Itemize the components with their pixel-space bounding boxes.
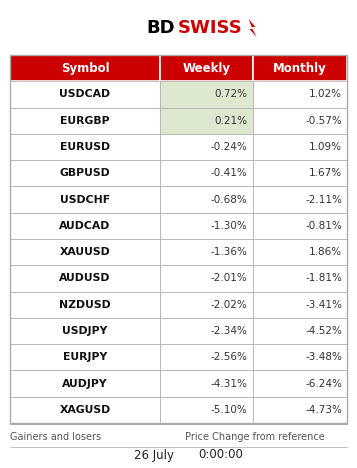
Bar (253, 371, 347, 397)
Text: 0:00:00: 0:00:00 (198, 448, 243, 461)
Text: -2.02%: -2.02% (211, 300, 248, 310)
Bar (10, 160, 160, 186)
Bar (10, 344, 160, 371)
Text: 1.02%: 1.02% (309, 89, 342, 99)
Bar (10, 318, 160, 344)
Bar (160, 318, 253, 344)
Bar (10, 213, 160, 239)
Bar (160, 134, 253, 160)
Bar (253, 265, 347, 292)
Text: -2.34%: -2.34% (211, 326, 248, 336)
Bar (253, 55, 347, 81)
Bar (160, 81, 253, 108)
Text: SWISS: SWISS (177, 19, 242, 37)
Text: -4.73%: -4.73% (305, 405, 342, 415)
Bar (160, 55, 253, 81)
Text: -0.57%: -0.57% (305, 116, 342, 126)
Text: EURGBP: EURGBP (60, 116, 110, 126)
Text: -4.52%: -4.52% (305, 326, 342, 336)
Text: -2.56%: -2.56% (211, 352, 248, 362)
Text: 1.86%: 1.86% (309, 247, 342, 257)
Text: XAUUSD: XAUUSD (60, 247, 110, 257)
Text: 1.09%: 1.09% (309, 142, 342, 152)
Text: USDJPY: USDJPY (62, 326, 108, 336)
Text: -3.48%: -3.48% (305, 352, 342, 362)
Text: GBPUSD: GBPUSD (60, 168, 110, 178)
Text: -6.24%: -6.24% (305, 379, 342, 388)
Text: Price Change from reference: Price Change from reference (185, 432, 325, 442)
Bar (253, 160, 347, 186)
Bar (10, 134, 160, 160)
Bar (253, 239, 347, 265)
Text: BD: BD (146, 19, 175, 37)
Text: USDCHF: USDCHF (60, 195, 110, 205)
Text: EURJPY: EURJPY (63, 352, 107, 362)
Text: 26 July: 26 July (134, 448, 174, 461)
Bar (160, 371, 253, 397)
Bar (160, 265, 253, 292)
Text: -0.41%: -0.41% (211, 168, 248, 178)
Bar (253, 318, 347, 344)
Text: Gainers and losers: Gainers and losers (10, 432, 101, 442)
Text: -2.11%: -2.11% (305, 195, 342, 205)
Text: Symbol: Symbol (61, 62, 109, 74)
Bar (253, 134, 347, 160)
Bar (10, 239, 160, 265)
Text: -5.10%: -5.10% (211, 405, 248, 415)
Text: -1.36%: -1.36% (211, 247, 248, 257)
Bar (253, 186, 347, 213)
Text: NZDUSD: NZDUSD (59, 300, 111, 310)
Text: -1.81%: -1.81% (305, 273, 342, 284)
Bar (10, 397, 160, 423)
Polygon shape (248, 19, 256, 37)
Bar (10, 81, 160, 108)
Bar (253, 108, 347, 134)
Bar (10, 55, 347, 423)
Bar (253, 292, 347, 318)
Text: EURUSD: EURUSD (60, 142, 110, 152)
Bar (10, 108, 160, 134)
Text: -0.81%: -0.81% (305, 221, 342, 231)
Text: AUDUSD: AUDUSD (59, 273, 111, 284)
Bar (160, 397, 253, 423)
Bar (10, 292, 160, 318)
Text: -4.31%: -4.31% (211, 379, 248, 388)
Bar (160, 344, 253, 371)
Bar (10, 371, 160, 397)
Bar (160, 239, 253, 265)
Text: Monthly: Monthly (273, 62, 327, 74)
Bar (253, 81, 347, 108)
Text: AUDJPY: AUDJPY (62, 379, 108, 388)
Text: 0.21%: 0.21% (215, 116, 248, 126)
Bar (160, 108, 253, 134)
Text: 1.67%: 1.67% (309, 168, 342, 178)
Bar (253, 397, 347, 423)
Bar (10, 186, 160, 213)
Text: Weekly: Weekly (182, 62, 230, 74)
Bar (160, 213, 253, 239)
Text: -0.24%: -0.24% (211, 142, 248, 152)
Text: -0.68%: -0.68% (211, 195, 248, 205)
Bar (10, 55, 160, 81)
Text: -1.30%: -1.30% (211, 221, 248, 231)
Bar (253, 213, 347, 239)
Bar (160, 160, 253, 186)
Text: -2.01%: -2.01% (211, 273, 248, 284)
Text: XAGUSD: XAGUSD (59, 405, 111, 415)
Text: AUDCAD: AUDCAD (59, 221, 111, 231)
Text: USDCAD: USDCAD (59, 89, 111, 99)
Bar (160, 186, 253, 213)
Text: 0.72%: 0.72% (215, 89, 248, 99)
Bar (253, 344, 347, 371)
Bar (160, 292, 253, 318)
Text: -3.41%: -3.41% (305, 300, 342, 310)
Bar (10, 265, 160, 292)
